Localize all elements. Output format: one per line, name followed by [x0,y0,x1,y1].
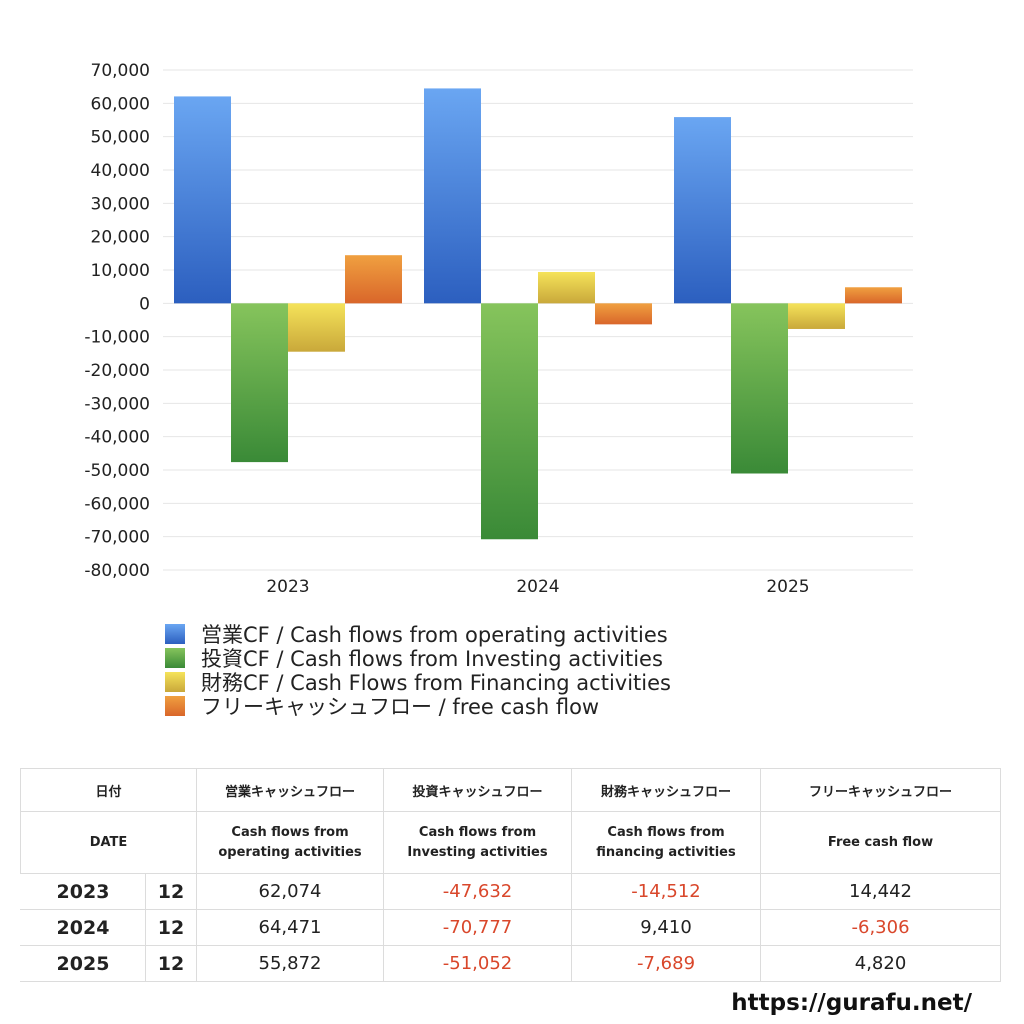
legend-label-operating: 営業CF / Cash flows from operating activit… [201,623,668,647]
y-tick-label: -20,000 [84,361,150,381]
x-axis-categories: 2023 2024 2025 [266,577,809,597]
header-investing-jp: 投資キャッシュフロー [383,768,573,812]
row-month: 12 [144,945,198,982]
y-tick-label: 70,000 [91,61,150,81]
bar-2023-series-0 [174,96,231,304]
row-month: 12 [144,909,198,946]
cash-flow-table: 日付 営業キャッシュフロー 投資キャッシュフロー 財務キャッシュフロー フリーキ… [19,768,1002,982]
bar-2024-series-0 [424,88,481,304]
header-date-jp: 日付 [19,768,198,812]
legend-label-free: フリーキャッシュフロー / free cash flow [201,695,600,719]
table-row: 2024 12 64,471 -70,777 9,410 -6,306 [20,909,1002,946]
site-url[interactable]: https://gurafu.net/ [731,990,972,1016]
header-financing-en: Cash flows from financing activities [571,811,762,874]
y-tick-label: 0 [139,294,150,314]
x-category-label: 2023 [266,577,309,597]
header-investing-en-line2: Investing activities [407,844,548,860]
row-free: 14,442 [760,873,1002,910]
y-tick-label: -80,000 [84,561,150,581]
header-operating-jp: 営業キャッシュフロー [196,768,385,812]
legend-item-operating: 営業CF / Cash flows from operating activit… [165,622,671,647]
bar-2023-series-2 [288,303,345,352]
row-investing: -47,632 [383,873,573,910]
legend-swatch-free [165,696,185,716]
y-tick-label: -60,000 [84,494,150,514]
x-category-label: 2025 [766,577,809,597]
row-year: 2024 [20,909,146,946]
chart-legend: 営業CF / Cash flows from operating activit… [165,622,671,719]
row-free: 4,820 [760,945,1002,982]
bar-2025-series-2 [788,303,845,329]
y-tick-label: -40,000 [84,428,150,448]
header-operating-en: Cash flows from operating activities [196,811,385,874]
header-investing-en-line1: Cash flows from [418,824,537,840]
legend-label-investing: 投資CF / Cash flows from Investing activit… [201,647,663,671]
y-tick-label: 60,000 [91,94,150,114]
header-financing-en-line1: Cash flows from [607,824,725,840]
table-row: 2025 12 55,872 -51,052 -7,689 4,820 [20,945,1002,982]
bar-2024-series-2 [538,271,595,304]
bar-2024-series-1 [481,303,538,540]
y-tick-label: -10,000 [84,328,150,348]
bar-2024-series-3 [595,303,652,325]
header-financing-en-line2: financing activities [596,844,736,860]
legend-item-investing: 投資CF / Cash flows from Investing activit… [165,646,671,671]
header-operating-en-line1: Cash flows from [231,824,349,840]
y-tick-label: -50,000 [84,461,150,481]
header-financing-jp: 財務キャッシュフロー [571,768,762,812]
cash-flow-bar-chart: 70,000 60,000 50,000 40,000 30,000 20,000 10,0… [84,61,913,597]
row-year: 2023 [20,873,146,910]
y-tick-label: 50,000 [91,128,150,148]
bar-2023-series-3 [345,255,402,304]
legend-swatch-investing [165,648,185,668]
row-investing: -70,777 [383,909,573,946]
y-tick-label: 40,000 [91,161,150,181]
legend-item-financing: 財務CF / Cash Flows from Financing activit… [165,670,671,695]
row-financing: -14,512 [571,873,762,910]
legend-label-financing: 財務CF / Cash Flows from Financing activit… [201,671,671,695]
header-operating-en-line2: operating activities [218,844,362,860]
bar-2025-series-3 [845,287,902,304]
row-financing: -7,689 [571,945,762,982]
table-header-jp: 日付 営業キャッシュフロー 投資キャッシュフロー 財務キャッシュフロー フリーキ… [19,768,1002,812]
row-year: 2025 [20,945,146,982]
bar-2023-series-1 [231,303,288,463]
row-operating: 62,074 [196,873,385,910]
header-free-jp: フリーキャッシュフロー [760,768,1002,812]
header-free-en: Free cash flow [760,811,1002,874]
row-operating: 55,872 [196,945,385,982]
row-month: 12 [144,873,198,910]
row-free: -6,306 [760,909,1002,946]
y-tick-label: -30,000 [84,394,150,414]
legend-item-free: フリーキャッシュフロー / free cash flow [165,694,671,719]
legend-swatch-financing [165,672,185,692]
y-axis-ticks: 70,000 60,000 50,000 40,000 30,000 20,000 10,0… [84,61,150,581]
bar-2025-series-0 [674,117,731,304]
y-tick-label: -70,000 [84,528,150,548]
bars [174,88,902,540]
y-tick-label: 20,000 [91,228,150,248]
table-header-en: DATE Cash flows from operating activities… [19,811,1002,874]
y-tick-label: 30,000 [91,194,150,214]
row-financing: 9,410 [571,909,762,946]
y-tick-label: 10,000 [91,261,150,281]
header-date-en: DATE [19,811,198,874]
row-operating: 64,471 [196,909,385,946]
row-investing: -51,052 [383,945,573,982]
legend-swatch-operating [165,624,185,644]
header-investing-en: Cash flows from Investing activities [383,811,573,874]
table-row: 2023 12 62,074 -47,632 -14,512 14,442 [20,873,1002,910]
x-category-label: 2024 [516,577,559,597]
bar-2025-series-1 [731,303,788,474]
